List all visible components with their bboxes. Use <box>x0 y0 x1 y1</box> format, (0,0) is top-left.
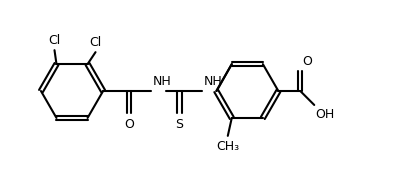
Text: CH₃: CH₃ <box>216 140 239 153</box>
Text: NH: NH <box>204 75 222 88</box>
Text: O: O <box>302 55 312 68</box>
Text: Cl: Cl <box>48 34 60 47</box>
Text: NH: NH <box>153 75 172 88</box>
Text: O: O <box>124 118 134 131</box>
Text: OH: OH <box>316 108 334 121</box>
Text: Cl: Cl <box>89 36 102 49</box>
Text: S: S <box>176 118 184 131</box>
